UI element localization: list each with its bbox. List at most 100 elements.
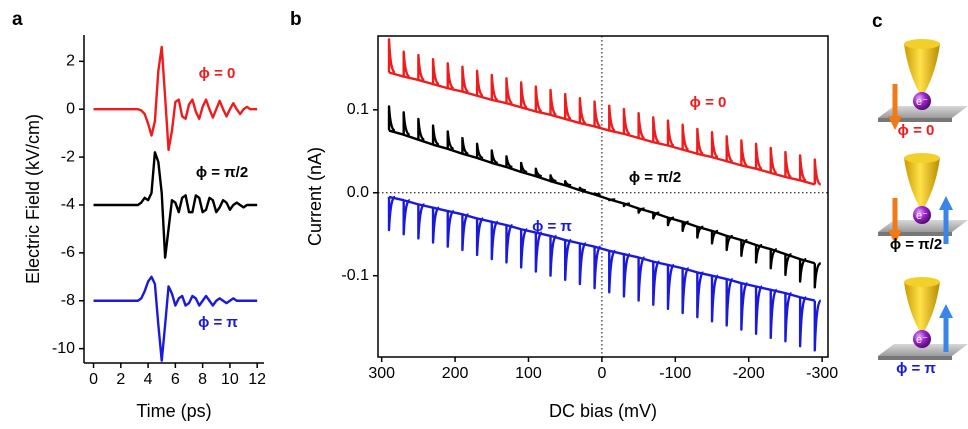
series-label: ϕ = 0: [199, 65, 236, 82]
spike: [784, 252, 792, 277]
spike: [798, 257, 807, 283]
data-line: [93, 45, 258, 152]
data-line: [388, 71, 816, 186]
spike: [475, 142, 484, 160]
spike: [578, 97, 587, 125]
y-tick-label: 0: [66, 100, 75, 117]
y-tick-label: -0.1: [341, 267, 369, 284]
spike: [622, 202, 630, 208]
x-tick-label: 10: [221, 371, 239, 388]
spike: [696, 225, 704, 239]
x-tick-label: 0: [597, 365, 606, 382]
spike: [446, 62, 455, 90]
spike: [475, 69, 484, 97]
spike: [769, 288, 778, 340]
spike: [608, 249, 616, 294]
spike: [798, 154, 807, 182]
spike: [681, 123, 690, 151]
spike: [681, 220, 689, 233]
spike: [387, 105, 396, 132]
spike: [710, 274, 719, 323]
spike: [490, 73, 499, 102]
spike: [740, 281, 749, 331]
schematic-label: ϕ = 0: [898, 122, 935, 139]
x-tick-label: 200: [442, 365, 469, 382]
spike: [666, 119, 675, 147]
schematic-3: [878, 277, 968, 360]
x-tick-label: 8: [198, 371, 207, 388]
spike: [784, 150, 792, 179]
spike: [563, 238, 572, 282]
panel-label: b: [290, 9, 302, 30]
spike: [534, 231, 543, 273]
spike: [431, 206, 440, 244]
spike: [475, 217, 484, 257]
spike: [710, 229, 719, 245]
spike: [563, 92, 572, 121]
schematic-label: ϕ = π: [896, 360, 936, 377]
x-tick-label: -100: [659, 365, 691, 382]
spike: [534, 167, 542, 178]
series-label: ϕ = π: [532, 218, 572, 235]
spike: [696, 127, 704, 155]
electron-label: e⁻: [916, 96, 928, 108]
spike: [681, 267, 690, 315]
spike: [652, 116, 660, 144]
y-tick-label: 2: [66, 53, 75, 70]
spike: [549, 174, 557, 183]
spike: [784, 291, 793, 343]
panel-label: c: [872, 11, 883, 32]
y-axis-label: Current (nA): [305, 147, 325, 246]
spike: [461, 213, 469, 252]
spike: [813, 262, 822, 289]
spike: [505, 155, 513, 169]
x-tick-label: -200: [733, 365, 765, 382]
spike: [490, 149, 498, 165]
spike: [461, 136, 469, 155]
spike: [813, 158, 822, 186]
schematic-2: [878, 153, 968, 244]
spike: [417, 203, 425, 240]
spike: [622, 252, 631, 298]
spike: [769, 146, 778, 175]
spike: [608, 104, 616, 132]
panel-label: a: [12, 9, 23, 30]
spike: [402, 50, 411, 78]
x-tick-label: 100: [515, 365, 542, 382]
spike: [417, 117, 425, 141]
x-tick-label: 0: [89, 371, 98, 388]
spike: [402, 111, 411, 136]
x-tick-label: 6: [171, 371, 180, 388]
schematic-1: [878, 39, 968, 130]
series-label: ϕ = 0: [690, 94, 727, 111]
spike: [549, 88, 557, 116]
data-line: [93, 275, 258, 362]
spike: [549, 234, 558, 277]
series-label: ϕ = π/2: [629, 169, 681, 186]
spike: [652, 260, 660, 306]
spike: [446, 130, 455, 151]
spike: [710, 131, 719, 159]
spike: [725, 135, 734, 163]
spike: [490, 220, 499, 261]
y-tick-label: -6: [61, 244, 75, 261]
y-axis-label: Electric Field (kV/cm): [23, 114, 43, 284]
spike: [666, 263, 675, 311]
spike: [519, 228, 528, 269]
spike: [505, 77, 513, 105]
spike: [637, 207, 645, 214]
x-tick-label: 2: [116, 371, 125, 388]
spike: [652, 211, 660, 220]
series-label: ϕ = π: [198, 314, 238, 331]
x-axis-label: DC bias (mV): [549, 401, 657, 421]
y-tick-label: -10: [52, 340, 75, 357]
spike: [725, 277, 734, 327]
schematic-label: ϕ = π/2: [890, 236, 942, 253]
spike: [593, 100, 601, 128]
spike: [431, 58, 440, 86]
spike: [725, 234, 733, 252]
spike: [696, 271, 704, 319]
y-tick-label: -4: [61, 196, 75, 213]
spike: [431, 124, 440, 146]
